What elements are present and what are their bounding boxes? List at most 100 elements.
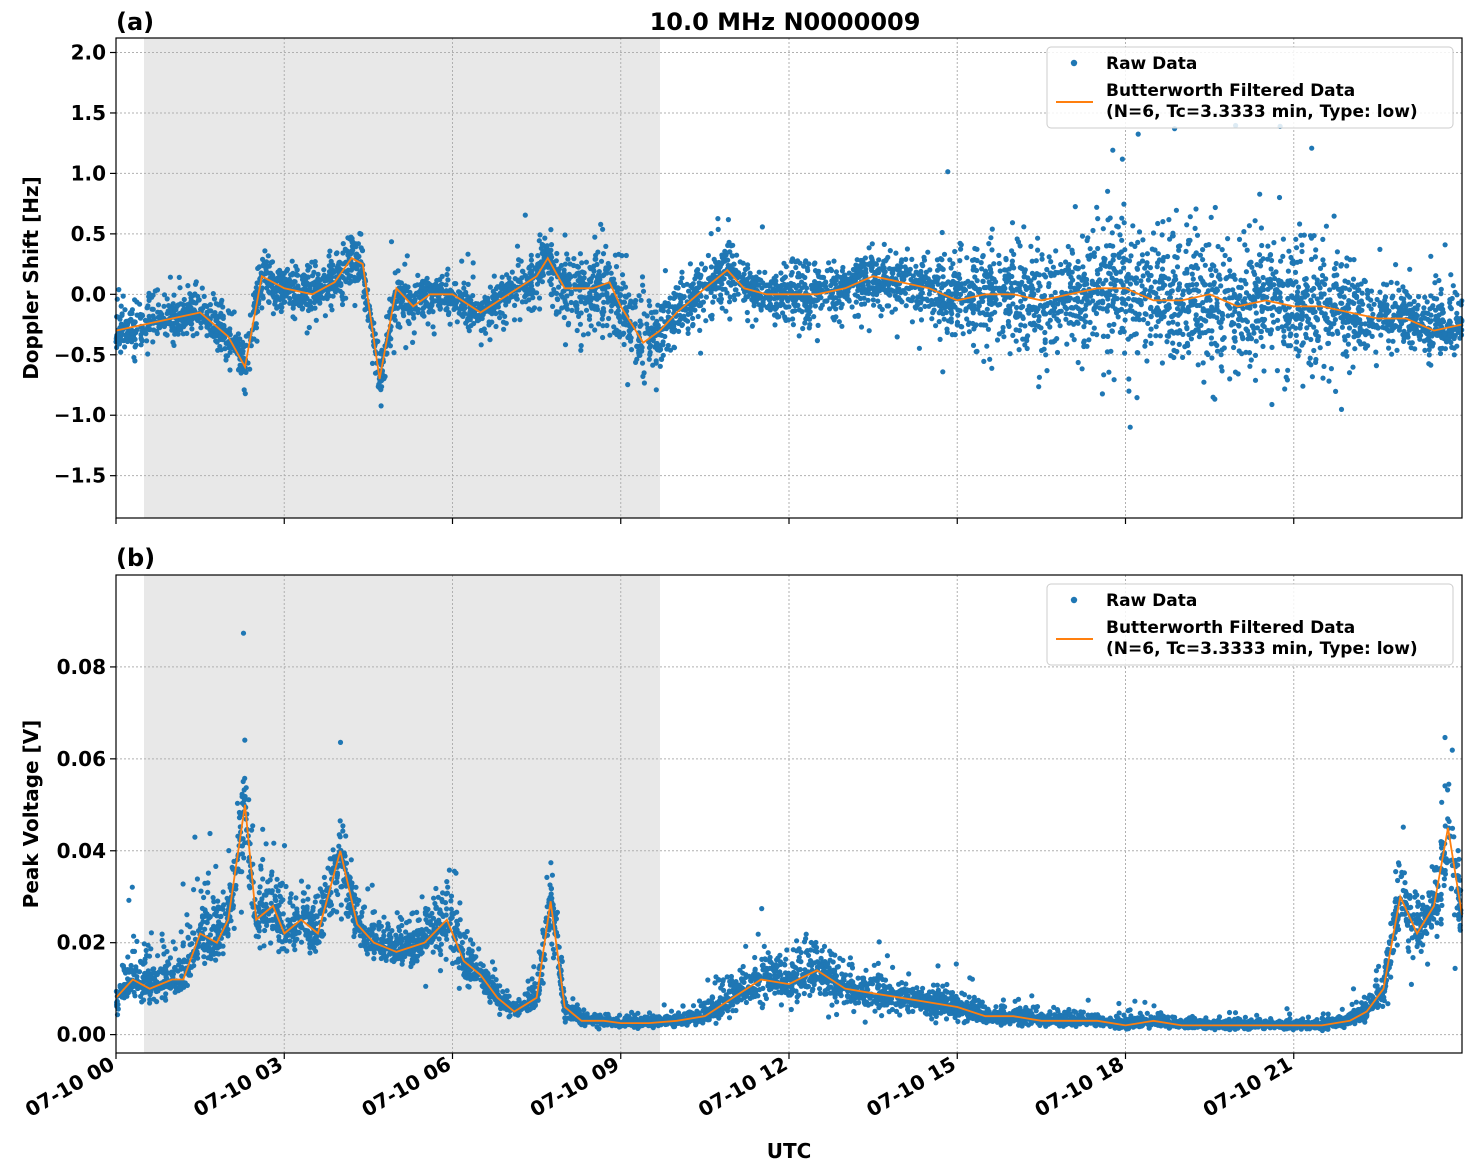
raw-data-point xyxy=(959,300,965,306)
raw-data-point xyxy=(796,333,802,339)
raw-data-point xyxy=(315,283,321,289)
raw-data-point xyxy=(185,283,191,289)
raw-data-point xyxy=(858,301,865,307)
raw-data-point xyxy=(807,322,813,328)
raw-data-point xyxy=(1214,348,1221,354)
raw-data-point xyxy=(1133,331,1139,337)
raw-data-point xyxy=(1127,281,1133,287)
raw-data-point xyxy=(1438,286,1444,292)
raw-data-point xyxy=(1117,232,1123,238)
raw-data-point xyxy=(1159,232,1165,238)
raw-data-point xyxy=(986,294,992,300)
raw-data-point xyxy=(1126,388,1132,394)
raw-data-point xyxy=(1120,289,1126,295)
raw-data-point xyxy=(1313,329,1319,335)
raw-data-point xyxy=(285,282,291,288)
raw-data-point xyxy=(1426,347,1432,353)
raw-data-point xyxy=(1041,305,1047,311)
raw-data-point xyxy=(1319,272,1326,279)
raw-data-point xyxy=(268,259,274,266)
raw-data-point xyxy=(592,234,598,240)
raw-data-point xyxy=(1257,292,1263,298)
raw-data-point xyxy=(940,301,947,307)
raw-data-point xyxy=(553,258,559,264)
raw-data-point xyxy=(138,342,144,348)
raw-data-point xyxy=(1213,268,1219,274)
raw-data-point xyxy=(1200,330,1206,336)
raw-data-point xyxy=(1141,317,1147,323)
raw-data-point xyxy=(1017,243,1023,249)
raw-data-point xyxy=(1219,368,1225,374)
raw-data-point xyxy=(869,241,875,247)
raw-data-point xyxy=(909,319,916,325)
raw-data-point xyxy=(238,370,244,376)
raw-data-point xyxy=(805,267,811,274)
raw-data-point xyxy=(939,229,945,236)
raw-data-point xyxy=(548,242,555,248)
raw-data-point xyxy=(580,332,587,338)
raw-data-point xyxy=(504,272,510,278)
raw-data-point xyxy=(665,342,671,349)
raw-data-point xyxy=(304,262,311,269)
raw-data-point xyxy=(1185,287,1191,293)
raw-data-point xyxy=(1307,355,1313,361)
raw-data-point xyxy=(1173,207,1179,213)
raw-data-point xyxy=(1269,344,1275,350)
raw-data-point xyxy=(613,264,620,270)
grid-y xyxy=(116,52,1462,477)
raw-data-point xyxy=(1148,340,1154,346)
raw-data-point xyxy=(1429,340,1435,346)
raw-data-point xyxy=(907,266,913,272)
raw-data-point xyxy=(1356,287,1362,293)
raw-data-point xyxy=(896,286,902,292)
raw-data-point xyxy=(1026,310,1032,316)
raw-data-point xyxy=(1227,295,1233,301)
raw-data-point xyxy=(1128,303,1134,309)
raw-data-point xyxy=(1331,273,1337,279)
raw-data-point xyxy=(266,299,272,305)
raw-data-point xyxy=(1174,306,1181,312)
raw-data-point xyxy=(1378,332,1384,338)
raw-data-point xyxy=(822,298,828,304)
raw-data-point xyxy=(1293,332,1299,338)
raw-data-point xyxy=(1428,362,1434,368)
raw-data-point xyxy=(1200,257,1206,263)
raw-data-point xyxy=(171,327,177,333)
raw-data-point xyxy=(142,317,148,323)
raw-data-point xyxy=(987,264,993,270)
raw-data-point xyxy=(1209,272,1215,278)
raw-data-point xyxy=(729,253,736,259)
raw-data-point xyxy=(781,281,787,287)
raw-data-point xyxy=(1143,338,1149,344)
raw-data-point xyxy=(1122,247,1128,253)
raw-data-point xyxy=(1238,285,1244,291)
raw-data-point xyxy=(358,231,364,237)
raw-data-point xyxy=(1297,258,1303,264)
raw-data-point xyxy=(1202,262,1208,268)
raw-data-point xyxy=(581,270,587,276)
raw-data-point xyxy=(1232,369,1239,375)
raw-data-point xyxy=(1289,260,1295,266)
raw-data-point xyxy=(1046,283,1052,290)
raw-data-point xyxy=(826,260,832,266)
raw-data-point xyxy=(1094,204,1100,210)
raw-data-point xyxy=(1337,293,1343,299)
raw-data-point xyxy=(866,245,872,251)
raw-data-point xyxy=(1235,322,1242,328)
raw-data-point xyxy=(1193,206,1199,212)
raw-data-point xyxy=(1054,349,1061,356)
raw-data-point xyxy=(517,317,523,323)
raw-data-point xyxy=(1033,322,1039,328)
raw-data-point xyxy=(1189,330,1195,336)
raw-data-point xyxy=(447,321,453,327)
raw-data-point xyxy=(1091,325,1097,331)
raw-data-point xyxy=(708,264,715,270)
raw-data-point xyxy=(1135,131,1141,137)
raw-data-point xyxy=(1393,303,1399,309)
raw-data-point xyxy=(984,306,990,312)
raw-data-point xyxy=(644,321,650,327)
raw-data-point xyxy=(1195,362,1201,368)
raw-data-point xyxy=(487,309,493,315)
raw-data-point xyxy=(1201,379,1207,385)
raw-data-point xyxy=(718,296,725,302)
